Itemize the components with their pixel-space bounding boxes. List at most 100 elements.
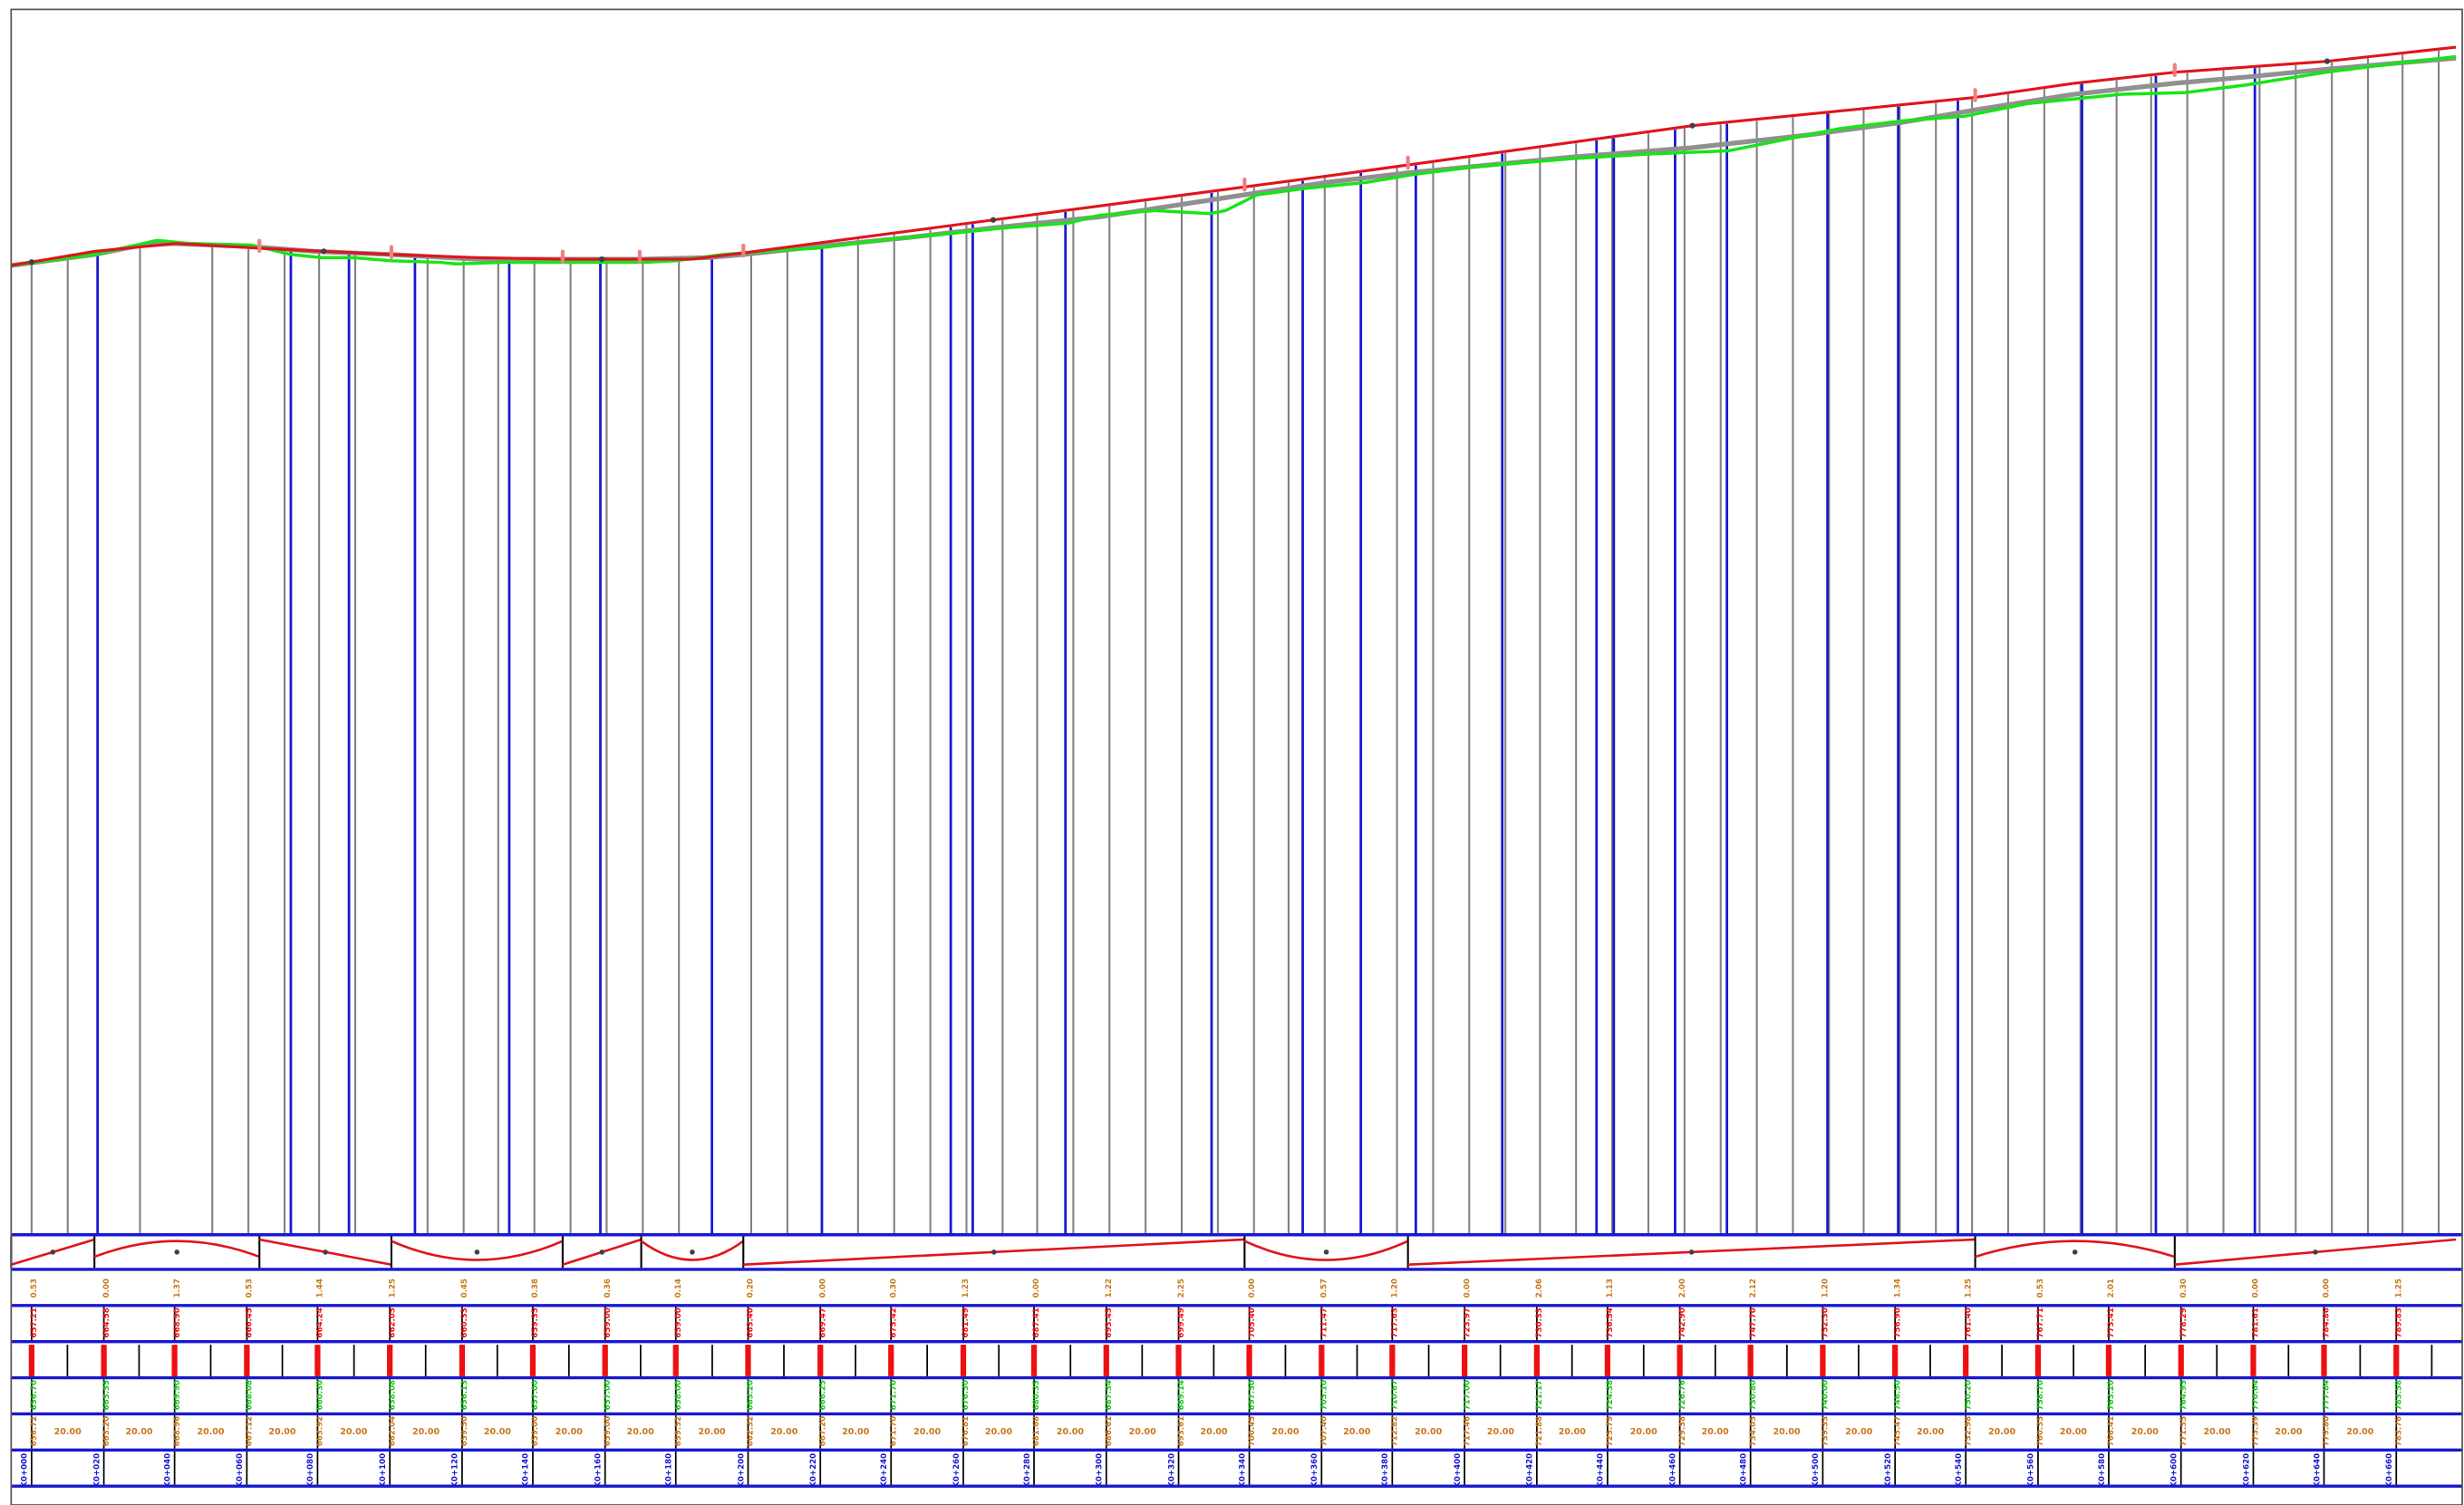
slope-value: 1.25 <box>388 1278 397 1298</box>
ground-elevation: 750.20 <box>1964 1380 1973 1410</box>
chainage-label: K0+320 <box>1167 1453 1176 1488</box>
design-elevation: 666.45 <box>246 1307 255 1337</box>
slope-value: 0.57 <box>1320 1278 1329 1298</box>
segment-length: 20.00 <box>1702 1427 1729 1437</box>
ground-elevation: 657.00 <box>604 1380 613 1410</box>
elevation-bar <box>888 1345 894 1376</box>
chainage-label: K0+660 <box>2385 1453 2394 1488</box>
ground-elevation: 724.38 <box>1606 1380 1615 1410</box>
elevation-bar <box>1676 1345 1683 1376</box>
design-elevation: 669.47 <box>818 1307 827 1337</box>
design-elevation: 662.05 <box>388 1307 397 1337</box>
ground-elevation: 680.35 <box>1032 1380 1041 1410</box>
slope-value: 2.12 <box>1749 1278 1758 1298</box>
grade-elevation: 663.92 <box>316 1416 325 1446</box>
ground-elevation: 726.76 <box>1678 1380 1687 1410</box>
grade-elevation: 745.47 <box>1893 1416 1902 1446</box>
grade-elevation: 667.12 <box>246 1416 255 1446</box>
design-elevation: 773.41 <box>2107 1307 2116 1337</box>
elevation-bar <box>602 1345 608 1376</box>
chainage-label: K0+640 <box>2313 1453 2322 1488</box>
slope-value: 1.37 <box>173 1278 182 1298</box>
curve-symbol <box>93 1240 260 1259</box>
curve-center-dot <box>2072 1249 2078 1255</box>
grade-line <box>10 55 2457 268</box>
design-elevation: 752.30 <box>1821 1307 1831 1337</box>
grade-elevation: 707.40 <box>1320 1416 1329 1446</box>
elevation-bar <box>1604 1345 1611 1376</box>
ground-elevation: 666.25 <box>818 1380 827 1410</box>
chainage-label: K0+480 <box>1739 1453 1748 1488</box>
curve-center-dot <box>50 1249 56 1255</box>
segment-length: 20.00 <box>627 1427 654 1437</box>
chainage-label: K0+260 <box>952 1453 961 1488</box>
elevation-bar <box>1389 1345 1396 1376</box>
ground-elevation: 676.30 <box>961 1380 971 1410</box>
design-elevation: 660.33 <box>460 1307 469 1337</box>
chainage-label: K0+460 <box>1668 1453 1677 1488</box>
slope-value: 1.25 <box>1964 1278 1973 1298</box>
segment-length: 20.00 <box>913 1427 941 1437</box>
chainage-label: K0+240 <box>880 1453 889 1488</box>
curve-center-dot <box>323 1249 328 1255</box>
grade-elevation: 667.20 <box>818 1416 827 1446</box>
station-lines <box>30 50 2440 1235</box>
chainage-label: K0+300 <box>1096 1453 1105 1488</box>
chainage-label: K0+160 <box>594 1453 604 1488</box>
slope-value: 1.20 <box>1821 1278 1831 1298</box>
segment-length: 20.00 <box>1271 1427 1299 1437</box>
change-marker <box>257 238 262 254</box>
segment-length: 20.00 <box>1917 1427 1944 1437</box>
grade-elevation: 662.32 <box>747 1416 756 1446</box>
change-marker <box>1973 88 1977 102</box>
ground-elevation: 783.58 <box>2394 1380 2403 1410</box>
design-elevation: 663.40 <box>747 1307 756 1337</box>
design-elevation: 675.42 <box>889 1307 898 1337</box>
change-marker <box>389 245 393 260</box>
curve-center-dot <box>1688 1249 1695 1255</box>
grade-elevation: 771.35 <box>2179 1416 2189 1446</box>
segment-length: 20.00 <box>1129 1427 1156 1437</box>
segment-length: 20.00 <box>412 1427 440 1437</box>
segment-length: 20.00 <box>1057 1427 1084 1437</box>
design-elevation: 756.90 <box>1893 1307 1902 1337</box>
slope-value: 2.01 <box>2107 1278 2116 1298</box>
change-marker <box>1242 177 1247 192</box>
elevation-bar <box>1820 1345 1826 1376</box>
elevation-bar <box>2034 1345 2042 1376</box>
grade-elevation: 656.72 <box>30 1416 39 1446</box>
elevation-bar <box>672 1345 679 1376</box>
curve-center-dot <box>690 1249 695 1255</box>
slope-value: 1.13 <box>1606 1278 1615 1298</box>
curve-center-dot <box>2313 1249 2318 1255</box>
grade-elevation: 659.00 <box>531 1416 540 1446</box>
ground-elevation: 656.13 <box>460 1380 469 1410</box>
design-elevation: 761.40 <box>1964 1307 1973 1337</box>
elevation-bar <box>1103 1345 1109 1376</box>
slope-value: 0.00 <box>102 1278 111 1298</box>
slope-value: 0.45 <box>460 1278 469 1298</box>
profile-markers <box>28 58 2331 265</box>
slope-value: 0.00 <box>2252 1278 2261 1298</box>
design-elevation: 705.40 <box>1248 1307 1257 1337</box>
segment-length: 20.00 <box>770 1427 797 1437</box>
elevation-bar <box>314 1345 321 1376</box>
ground-elevation: 697.50 <box>1248 1380 1257 1410</box>
chainage-label: K0+040 <box>163 1453 172 1488</box>
design-elevation: 659.35 <box>531 1307 540 1337</box>
elevation-bar <box>2321 1345 2327 1376</box>
chainage-label: K0+600 <box>2170 1453 2179 1488</box>
design-elevation: 711.47 <box>1320 1307 1329 1337</box>
ground-elevation: 777.84 <box>2323 1380 2332 1410</box>
grade-elevation: 686.61 <box>1105 1416 1114 1446</box>
design-elevation: 781.61 <box>2252 1307 2261 1337</box>
ground-elevation: 740.00 <box>1821 1380 1831 1410</box>
slope-value: 2.06 <box>1535 1278 1544 1298</box>
curve-symbol <box>640 1240 745 1261</box>
ground-elevation: 660.30 <box>316 1380 325 1410</box>
chainage-label: K0+380 <box>1381 1453 1390 1488</box>
segment-length: 20.00 <box>985 1427 1012 1437</box>
chainage-label: K0+620 <box>2242 1453 2251 1488</box>
grade-elevation: 662.04 <box>388 1416 397 1446</box>
ground-elevation: 687.34 <box>1105 1380 1114 1410</box>
